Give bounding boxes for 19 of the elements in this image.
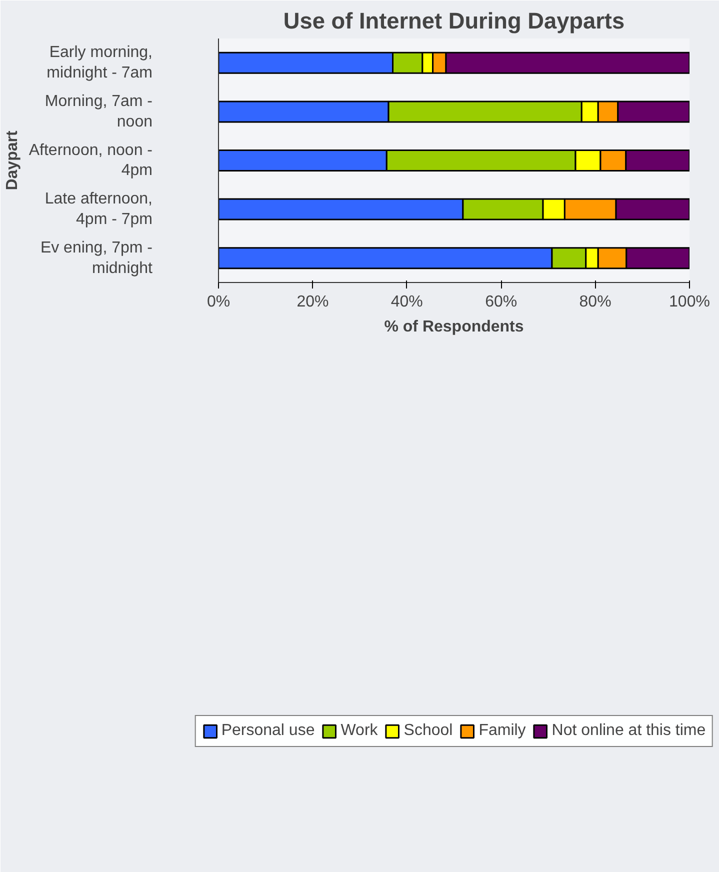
legend-label: Not online at this time <box>552 722 706 740</box>
x-tick-label: 40% <box>390 294 423 310</box>
y-tick-label: Late afternoon, 4pm - 7pm <box>44 190 152 228</box>
y-axis-title: Daypart <box>4 130 21 190</box>
x-tick-label: 20% <box>296 294 329 310</box>
x-tick-label: 60% <box>485 294 518 310</box>
x-tick-label: 0% <box>206 294 230 310</box>
legend-label: School <box>404 722 453 740</box>
legend-label: Family <box>478 722 526 740</box>
x-axis-title: % of Respondents <box>384 318 524 336</box>
y-tick-label: Early morning, midnight - 7am <box>46 44 153 82</box>
y-tick-label: Morning, 7am - noon <box>44 93 152 130</box>
legend-label: Personal use <box>221 722 315 740</box>
x-tick-label: 80% <box>579 294 612 310</box>
chart-title: Use of Internet During Dayparts <box>283 8 625 34</box>
y-tick-label: Ev ening, 7pm - midnight <box>40 239 154 277</box>
y-tick-label: Afternoon, noon - 4pm <box>28 142 152 180</box>
legend-label: Work <box>340 722 378 740</box>
x-tick-label: 100% <box>669 294 710 310</box>
